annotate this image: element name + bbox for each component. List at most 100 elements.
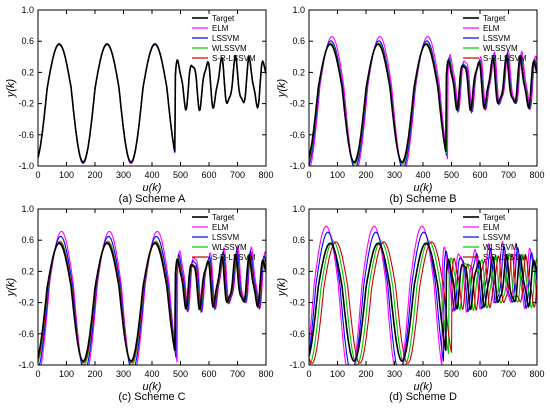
x-tick-label: 700 (501, 170, 516, 180)
x-tick-label: 300 (116, 170, 131, 180)
x-tick-label: 0 (35, 369, 40, 379)
y-tick-label: 1.0 (21, 204, 34, 214)
series-line-target (308, 43, 538, 163)
y-tick-label: -0.2 (289, 99, 305, 109)
x-tick-label: 200 (87, 369, 102, 379)
y-tick-label: -0.2 (289, 298, 305, 308)
x-tick-label: 400 (144, 369, 159, 379)
y-tick-label: -0.2 (18, 298, 34, 308)
x-tick-label: 500 (444, 369, 459, 379)
y-tick-label: 0.6 (292, 36, 305, 46)
legend-entry: S-R-LSSVM (483, 54, 527, 63)
x-axis-label: u(k) (143, 381, 162, 393)
x-tick-label: 500 (173, 170, 188, 180)
x-tick-label: 200 (358, 369, 373, 379)
series-line-s-r-lssvm (308, 241, 538, 364)
x-tick-label: 100 (330, 369, 345, 379)
x-tick-label: 0 (35, 170, 40, 180)
y-axis-label: y(k) (5, 278, 17, 298)
legend-entry: Target (483, 213, 506, 222)
panel-caption: (c) Scheme C (118, 391, 185, 403)
legend-entry: ELM (483, 223, 500, 232)
y-tick-label: 0.2 (292, 266, 305, 276)
x-tick-label: 500 (444, 170, 459, 180)
legend-entry: ELM (483, 24, 500, 33)
y-tick-label: -1.0 (289, 360, 305, 370)
x-tick-label: 300 (116, 369, 131, 379)
y-axis-label: y(k) (276, 79, 288, 99)
x-tick-label: 800 (258, 369, 273, 379)
series-line-target (37, 43, 267, 163)
chart-panel-3: 0 100 200 300 400 500 600 700 800 -1.0 -0.6 -0.2 0.2… (5, 204, 274, 403)
legend-entry: S-R-LSSVM (483, 253, 527, 262)
y-tick-label: -0.6 (18, 130, 34, 140)
panel-caption: (b) Scheme B (389, 193, 456, 205)
x-tick-label: 100 (330, 170, 345, 180)
legend-entry: Target (212, 213, 235, 222)
x-tick-label: 400 (415, 369, 430, 379)
legend-entry: WLSSVM (483, 243, 518, 252)
legend-entry: Target (212, 14, 235, 23)
series-line-target (308, 242, 538, 362)
x-axis-label: u(k) (414, 182, 433, 194)
x-tick-label: 400 (415, 170, 430, 180)
y-tick-label: 0.6 (21, 235, 34, 245)
y-tick-label: -0.2 (18, 99, 34, 109)
x-tick-label: 0 (306, 170, 311, 180)
y-tick-label: -1.0 (18, 161, 34, 171)
legend-entry: S-R-LSSVM (212, 54, 256, 63)
x-tick-label: 800 (529, 369, 544, 379)
chart-panel-4: 0 100 200 300 400 500 600 700 800 -1.0 -0.6 -0.2 0.2… (276, 204, 545, 403)
y-axis-label: y(k) (276, 278, 288, 298)
legend-entry: WLSSVM (212, 243, 247, 252)
legend-entry: LSSVM (212, 34, 239, 43)
legend-entry: ELM (212, 223, 229, 232)
y-tick-label: 1.0 (292, 204, 305, 214)
panel-caption: (a) Scheme A (119, 193, 186, 205)
x-tick-label: 200 (358, 170, 373, 180)
x-tick-label: 400 (144, 170, 159, 180)
x-tick-label: 600 (201, 369, 216, 379)
x-tick-label: 700 (230, 170, 245, 180)
y-tick-label: -0.6 (289, 329, 305, 339)
y-tick-label: 0.2 (21, 266, 34, 276)
x-tick-label: 800 (258, 170, 273, 180)
y-tick-label: -1.0 (289, 161, 305, 171)
legend-entry: LSSVM (212, 233, 239, 242)
x-tick-label: 600 (201, 170, 216, 180)
panel-caption: (d) Scheme D (389, 391, 457, 403)
legend-entry: LSSVM (483, 34, 510, 43)
x-axis-label: u(k) (414, 381, 433, 393)
x-tick-label: 100 (59, 170, 74, 180)
series-line-wlssvm (308, 240, 538, 366)
legend-entry: Target (483, 14, 506, 23)
x-tick-label: 600 (472, 170, 487, 180)
chart-panel-2: 0 100 200 300 400 500 600 700 800 -1.0 -0.6 -0.2 0.2… (276, 5, 545, 205)
y-tick-label: -1.0 (18, 360, 34, 370)
chart-panel-1: 0 100 200 300 400 500 600 700 800 -1.0 -0.6 -0.2 0.2… (5, 5, 274, 205)
legend-entry: WLSSVM (483, 44, 518, 53)
x-tick-label: 100 (59, 369, 74, 379)
x-tick-label: 300 (387, 170, 402, 180)
y-tick-label: 1.0 (292, 5, 305, 15)
y-tick-label: 1.0 (21, 5, 34, 15)
series-line-target (37, 242, 267, 362)
y-tick-label: 0.6 (292, 235, 305, 245)
legend-entry: WLSSVM (212, 44, 247, 53)
y-tick-label: -0.6 (289, 130, 305, 140)
legend-entry: ELM (212, 24, 229, 33)
x-tick-label: 500 (173, 369, 188, 379)
x-tick-label: 800 (529, 170, 544, 180)
x-tick-label: 200 (87, 170, 102, 180)
x-tick-label: 700 (501, 369, 516, 379)
x-tick-label: 700 (230, 369, 245, 379)
y-tick-label: 0.6 (21, 36, 34, 46)
x-tick-label: 0 (306, 369, 311, 379)
x-axis-label: u(k) (143, 182, 162, 194)
y-tick-label: 0.2 (21, 67, 34, 77)
y-tick-label: -0.6 (18, 329, 34, 339)
x-tick-label: 300 (387, 369, 402, 379)
x-tick-label: 600 (472, 369, 487, 379)
legend-entry: S-R-LSSVM (212, 253, 256, 262)
